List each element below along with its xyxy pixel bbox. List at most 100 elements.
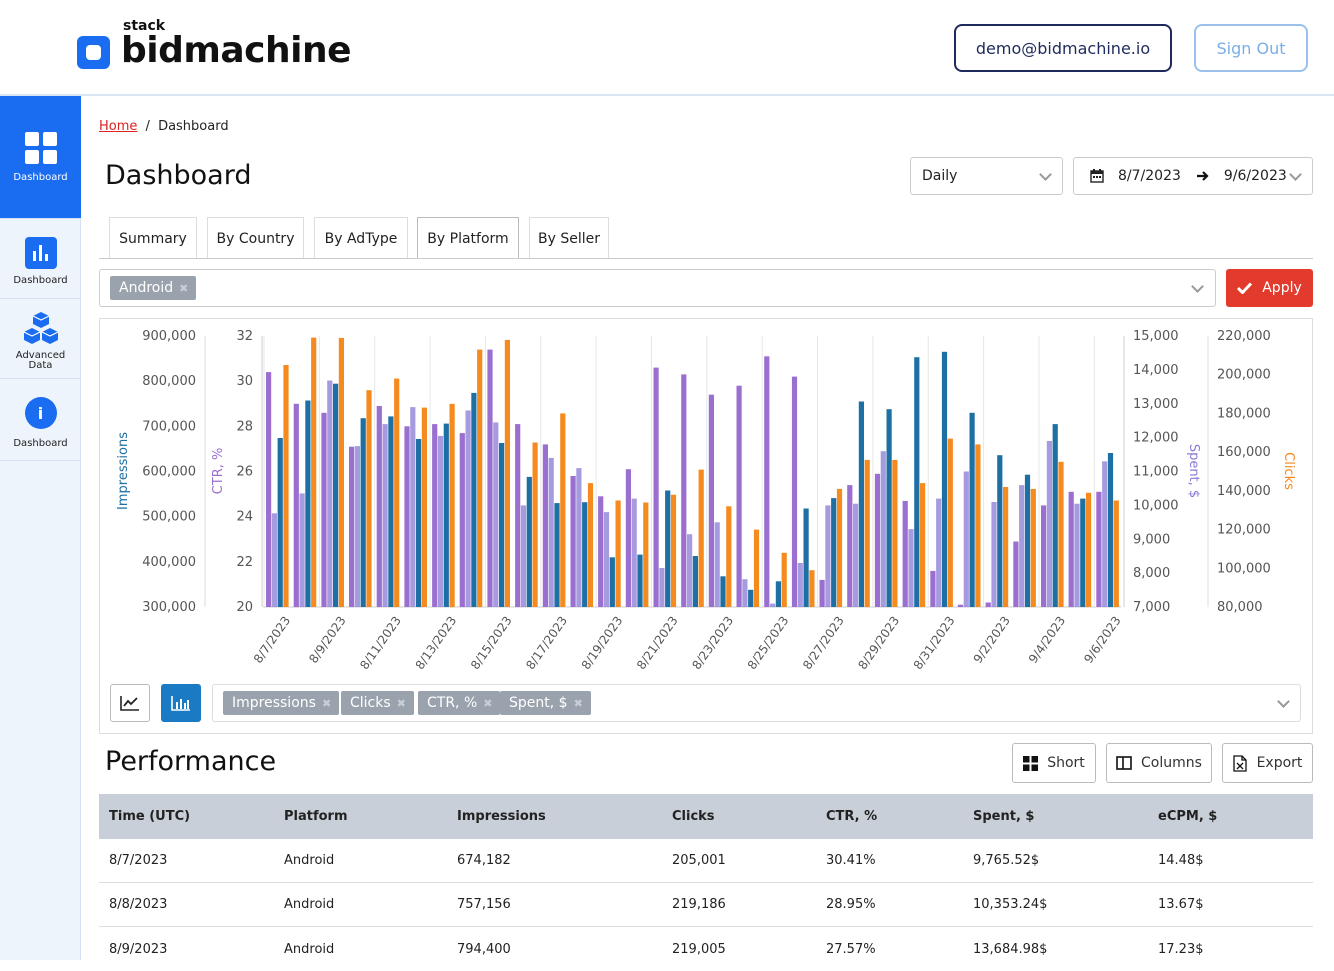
top-header: stack bidmachine demo@bidmachine.io Sign… xyxy=(0,0,1334,96)
columns-button-label: Columns xyxy=(1141,755,1202,771)
column-header[interactable]: eCPM, $ xyxy=(1158,809,1218,824)
tab-by-platform[interactable]: By Platform xyxy=(417,217,519,259)
sidebar-item-label-line1: Advanced xyxy=(15,350,66,361)
sidebar-item-dashboard-info[interactable]: i Dashboard xyxy=(0,379,81,461)
remove-tag-icon[interactable]: ✖ xyxy=(573,696,583,710)
column-header[interactable]: Time (UTC) xyxy=(109,809,191,824)
logo-icon xyxy=(77,36,110,69)
export-button[interactable]: Export xyxy=(1222,743,1313,783)
page-title: Dashboard xyxy=(105,160,252,191)
metric-tag-spent[interactable]: Spent, $ ✖ xyxy=(500,691,591,715)
short-button-label: Short xyxy=(1047,755,1085,771)
column-header[interactable]: Impressions xyxy=(457,809,546,824)
sidebar-item-label: Dashboard xyxy=(13,438,68,449)
bar-chart-toggle[interactable] xyxy=(161,684,201,722)
remove-tag-icon[interactable]: ✖ xyxy=(179,281,189,295)
tab-by-country[interactable]: By Country xyxy=(207,217,304,259)
check-icon xyxy=(1237,282,1253,294)
table-cell: 219,186 xyxy=(672,897,726,912)
table-cell: 9,765.52$ xyxy=(973,853,1040,868)
sidebar-item-dashboard-stats[interactable]: Dashboard xyxy=(0,219,81,299)
table-cell: 30.41% xyxy=(826,853,876,868)
column-header[interactable]: Spent, $ xyxy=(973,809,1035,824)
metric-tag-clicks[interactable]: Clicks ✖ xyxy=(341,691,414,715)
tab-by-adtype[interactable]: By AdType xyxy=(314,217,408,259)
date-to: 9/6/2023 xyxy=(1223,168,1287,184)
bar-chart-icon xyxy=(171,696,190,711)
metric-tag-impressions[interactable]: Impressions ✖ xyxy=(223,691,340,715)
columns-button[interactable]: Columns xyxy=(1106,743,1212,783)
arrow-right-icon xyxy=(1196,171,1209,181)
breadcrumb-current: Dashboard xyxy=(158,119,229,134)
metric-tag-label: Clicks xyxy=(350,695,391,711)
table-cell: 17.23$ xyxy=(1158,941,1204,957)
calendar-icon xyxy=(1090,169,1104,183)
column-header[interactable]: Clicks xyxy=(672,809,715,824)
table-cell: Android xyxy=(284,941,335,957)
metrics-select[interactable]: Impressions ✖ Clicks ✖ CTR, % ✖ Spent, $ ✖ xyxy=(212,684,1301,722)
table-cell: 8/7/2023 xyxy=(109,853,168,868)
logo-subtitle: stack xyxy=(123,18,166,34)
excel-file-icon xyxy=(1232,754,1247,772)
chart-panel xyxy=(99,318,1313,734)
table-row: 8/8/2023 Android 757,156 219,186 28.95% … xyxy=(99,883,1313,927)
table-cell: 674,182 xyxy=(457,853,511,868)
apply-button[interactable]: Apply xyxy=(1226,269,1313,307)
date-from: 8/7/2023 xyxy=(1118,168,1181,184)
table-cell: 8/9/2023 xyxy=(109,941,168,957)
breadcrumb: Home / Dashboard xyxy=(99,119,229,134)
tab-by-seller[interactable]: By Seller xyxy=(529,217,609,259)
filter-tag-android[interactable]: Android ✖ xyxy=(110,276,197,300)
table-row: 8/7/2023 Android 674,182 205,001 30.41% … xyxy=(99,839,1313,883)
sidebar-item-label: Dashboard xyxy=(13,275,68,286)
export-button-label: Export xyxy=(1256,755,1303,771)
chevron-down-icon xyxy=(1277,695,1290,708)
line-chart-toggle[interactable] xyxy=(110,684,150,722)
period-select[interactable]: Daily xyxy=(910,157,1063,195)
chevron-down-icon xyxy=(1289,168,1302,181)
remove-tag-icon[interactable]: ✖ xyxy=(396,696,406,710)
column-header[interactable]: Platform xyxy=(284,809,348,824)
remove-tag-icon[interactable]: ✖ xyxy=(483,696,493,710)
table-cell: 794,400 xyxy=(457,941,511,957)
table-cell: 757,156 xyxy=(457,897,511,912)
performance-table: Time (UTC) Platform Impressions Clicks C… xyxy=(99,794,1313,971)
table-cell: 8/8/2023 xyxy=(109,897,168,912)
metric-tag-ctr[interactable]: CTR, % ✖ xyxy=(418,691,501,715)
chevron-down-icon xyxy=(1191,280,1204,293)
short-button[interactable]: Short xyxy=(1012,743,1096,783)
metric-tag-label: Impressions xyxy=(232,695,316,711)
columns-icon xyxy=(1116,756,1132,770)
platform-filter-select[interactable]: Android ✖ xyxy=(99,269,1216,307)
table-cell: Android xyxy=(284,897,335,912)
table-cell: 205,001 xyxy=(672,853,726,868)
sidebar-item-label: Dashboard xyxy=(13,172,68,183)
tab-summary[interactable]: Summary xyxy=(109,217,197,259)
line-chart-icon xyxy=(120,696,139,711)
sidebar-item-advanced-data[interactable]: Advanced Data xyxy=(0,299,81,379)
table-cell: 14.48$ xyxy=(1158,853,1204,868)
sidebar: Dashboard Dashboard Advanced Data i Dash… xyxy=(0,96,81,960)
cubes-icon xyxy=(23,312,58,344)
dashboard-grid-icon xyxy=(24,132,57,164)
bar-chart-icon xyxy=(24,237,57,269)
user-email-button[interactable]: demo@bidmachine.io xyxy=(954,24,1172,72)
sign-out-button[interactable]: Sign Out xyxy=(1194,24,1308,72)
table-cell: 28.95% xyxy=(826,897,876,912)
chevron-down-icon xyxy=(1039,168,1052,181)
date-range-picker[interactable]: 8/7/2023 9/6/2023 xyxy=(1073,157,1313,195)
breadcrumb-home-link[interactable]: Home xyxy=(99,119,138,134)
table-row: 8/9/2023 Android 794,400 219,005 27.57% … xyxy=(99,927,1313,971)
table-header-row: Time (UTC) Platform Impressions Clicks C… xyxy=(99,794,1313,839)
column-header[interactable]: CTR, % xyxy=(826,809,878,824)
performance-title: Performance xyxy=(105,746,277,777)
table-cell: 219,005 xyxy=(672,941,726,957)
sidebar-item-dashboard[interactable]: Dashboard xyxy=(0,96,81,219)
info-icon: i xyxy=(24,397,57,429)
table-cell: Android xyxy=(284,853,335,868)
table-cell: 13.67$ xyxy=(1158,897,1204,912)
grid-icon xyxy=(1023,755,1039,771)
remove-tag-icon[interactable]: ✖ xyxy=(321,696,332,710)
table-cell: 13,684.98$ xyxy=(973,941,1048,957)
table-cell: 27.57% xyxy=(826,941,876,957)
